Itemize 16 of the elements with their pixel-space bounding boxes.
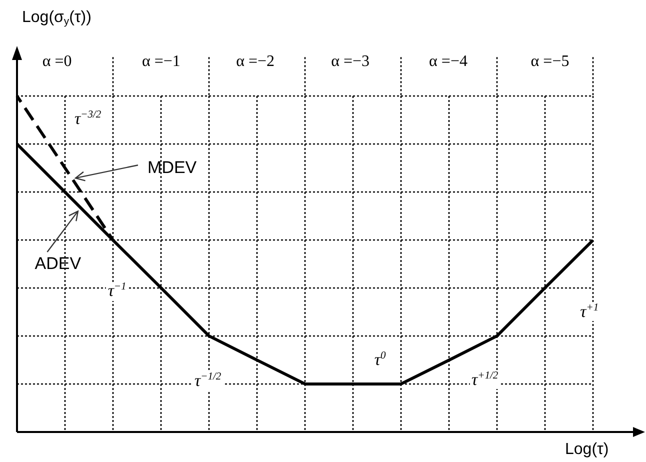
y-axis-title: Log(σ$_{y}$(τ)) [22,9,92,28]
text: α =−1 [142,52,180,70]
text: α =0 [42,52,72,70]
x-axis-title: Log(τ) [565,441,609,459]
annotation: τ$^{+1}$ [578,302,601,322]
text: MDEV [148,158,197,178]
text: α =−3 [331,52,370,70]
annotation: τ$^{+1/2}$ [470,370,500,390]
annotation: τ$^{−1}$ [106,281,128,302]
series-label: ADEV [34,254,82,274]
annotation: τ$^{0}$ [372,350,388,370]
annotation: τ$^{−3/2}$ [72,108,104,128]
text: α =−5 [530,52,570,70]
text: α =−4 [429,52,468,70]
annotation: τ$^{−1/2}$ [192,371,224,391]
text: α =−2 [236,52,275,70]
